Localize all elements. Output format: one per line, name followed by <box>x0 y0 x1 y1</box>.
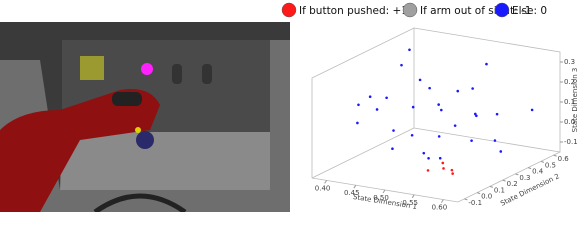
data-point <box>408 48 411 52</box>
y-tick-label: 0.4 <box>532 168 544 176</box>
legend-swatch <box>402 2 418 18</box>
x-tick-label: 0.40 <box>315 184 331 192</box>
data-point <box>410 133 414 137</box>
y-tick <box>553 154 557 157</box>
data-point <box>530 108 534 112</box>
data-point <box>392 129 395 132</box>
data-point <box>385 96 388 100</box>
simulation-render <box>0 22 290 212</box>
z-tick-label: -0.1 <box>564 138 578 146</box>
data-point <box>422 151 426 155</box>
data-point <box>453 124 457 127</box>
data-point <box>427 156 430 160</box>
x-tick-label: 0.50 <box>373 194 389 202</box>
data-point <box>375 108 379 111</box>
data-point <box>411 105 415 109</box>
data-point <box>442 167 445 170</box>
x-tick-label: 0.55 <box>402 199 418 207</box>
x-tick <box>411 194 415 199</box>
x-tick-label: 0.45 <box>344 189 360 197</box>
data-point <box>450 168 454 172</box>
data-point <box>438 156 442 160</box>
data-point <box>400 63 403 67</box>
z-tick-label: 0.3 <box>564 58 575 66</box>
data-point <box>485 62 488 66</box>
z-axis-label: State Dimension 3 <box>571 68 578 133</box>
y-tick <box>527 167 532 170</box>
y-tick <box>515 173 519 176</box>
z-tick-label: 0.1 <box>564 98 575 106</box>
x-tick <box>324 180 328 184</box>
data-point <box>418 78 422 82</box>
x-tick <box>440 199 444 203</box>
data-point <box>356 121 359 125</box>
legend-label: Else: 0 <box>512 5 547 17</box>
y-tick-label: 0.0 <box>481 193 492 201</box>
z-tick-label: 0.2 <box>564 78 575 86</box>
y-tick-label: 0.5 <box>545 161 556 169</box>
legend-swatch <box>281 2 297 18</box>
data-point <box>471 87 474 90</box>
data-point <box>437 135 441 138</box>
data-point <box>493 139 497 142</box>
data-point <box>426 169 430 172</box>
data-point <box>456 89 460 93</box>
y-tick-label: 0.6 <box>558 155 570 163</box>
y-tick-label: 0.2 <box>507 180 518 188</box>
y-tick <box>502 179 506 182</box>
data-point <box>441 161 445 165</box>
z-tick-label: 0.0 <box>564 118 575 126</box>
data-point <box>437 103 440 106</box>
data-point <box>499 150 503 153</box>
data-point <box>428 86 431 90</box>
data-point <box>440 108 443 112</box>
y-tick-label: 0.1 <box>494 186 505 194</box>
x-tick-label: 0.60 <box>432 204 448 212</box>
data-point <box>391 147 394 151</box>
x-tick <box>353 184 357 189</box>
legend-swatch <box>494 2 510 18</box>
y-tick-label: 0.3 <box>519 174 530 182</box>
y-tick <box>489 185 494 188</box>
data-point <box>451 172 454 175</box>
legend-label: If button pushed: +1 <box>299 5 408 17</box>
data-point <box>470 139 473 142</box>
data-point <box>495 112 499 116</box>
data-point <box>473 112 477 116</box>
y-tick-label: -0.1 <box>468 199 482 207</box>
x-tick <box>382 189 386 194</box>
data-point <box>368 95 372 98</box>
y-tick <box>464 198 468 201</box>
y-tick <box>476 192 481 195</box>
data-point <box>357 103 360 107</box>
figure: 0.400.450.500.550.60-0.10.00.10.20.30.40… <box>0 2 578 212</box>
y-tick <box>540 160 545 163</box>
